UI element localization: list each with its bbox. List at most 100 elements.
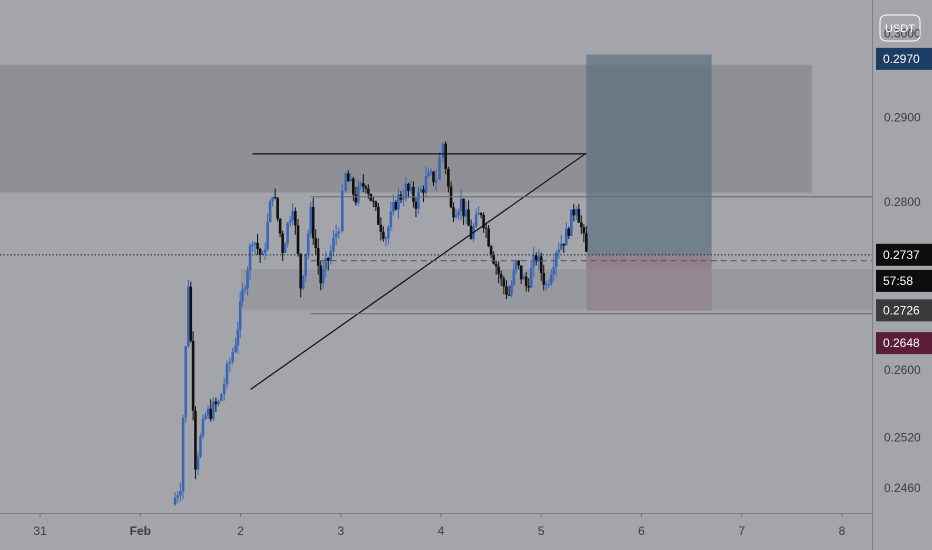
candle-body [454, 215, 458, 218]
candle-body [283, 243, 287, 254]
candle-body [580, 222, 583, 228]
candle-body [367, 188, 370, 194]
candle-body [462, 198, 465, 217]
price-tag[interactable] [876, 47, 932, 70]
candle-body [404, 183, 408, 199]
candle-body [419, 189, 423, 193]
candle-body [314, 238, 318, 249]
candle-body [251, 244, 254, 246]
candle-body [527, 285, 531, 288]
candle-body [256, 242, 259, 249]
candle-body [291, 210, 294, 221]
candle-body [316, 248, 320, 266]
candle-body [484, 227, 488, 229]
candle-body [517, 260, 520, 266]
ascending-trendline[interactable] [250, 152, 587, 390]
currency-button[interactable] [879, 14, 921, 42]
candle-body [294, 210, 297, 226]
candle-body [354, 194, 358, 203]
candle-body [397, 194, 400, 210]
price-tick-label: 0.3000 [884, 27, 921, 41]
time-tick-label: 5 [538, 524, 545, 538]
candle-body [432, 171, 435, 183]
candle-body [577, 208, 581, 223]
price-tag[interactable] [876, 299, 932, 322]
candle-body [326, 257, 330, 261]
candle-body [482, 214, 485, 228]
candle-body [547, 284, 551, 286]
price-tick-label: 0.2460 [884, 481, 921, 495]
candle-body [559, 243, 563, 250]
price-tick-label: 0.2600 [884, 363, 921, 377]
candle-body [228, 361, 232, 364]
candle-body [263, 249, 267, 254]
candle-body [241, 289, 244, 302]
candle-body [278, 218, 282, 234]
candle-body [417, 192, 420, 209]
candle-body [329, 251, 333, 261]
candle-body [199, 436, 202, 457]
candle-body [189, 286, 193, 341]
candle-body [334, 233, 338, 238]
candle-body [505, 286, 508, 295]
candle-body [542, 272, 546, 285]
candle-body [209, 408, 212, 420]
candle-body [234, 345, 237, 353]
candle-body [407, 183, 410, 191]
time-tick-label: 31 [33, 524, 47, 538]
candle-body [570, 209, 573, 236]
candle-body [246, 270, 249, 289]
target-box[interactable] [586, 54, 712, 255]
candle-body [429, 171, 433, 174]
candle-body [427, 173, 430, 177]
candle-body [452, 207, 455, 218]
candle-body [206, 408, 210, 416]
candle-body [434, 179, 438, 183]
currency-label: USDT [885, 23, 915, 35]
candle-body [522, 276, 526, 280]
candle-body [299, 253, 302, 289]
candle-body [222, 384, 226, 395]
candle-body [306, 233, 310, 254]
candle-body [575, 208, 578, 216]
candle-body [474, 214, 478, 227]
candle-body [309, 206, 313, 234]
candle-body [469, 225, 473, 239]
candle-body [457, 211, 460, 216]
candle-body [492, 254, 495, 264]
candle-body [510, 284, 513, 296]
candle-body [544, 284, 548, 286]
candle-body [372, 200, 375, 202]
price-tag[interactable] [876, 269, 932, 292]
candle-body [424, 176, 428, 193]
candle-body [173, 497, 177, 505]
time-tick-label: Feb [130, 524, 151, 538]
price-tag-label: 57:58 [883, 274, 913, 288]
candle-body [191, 340, 195, 411]
candle-body [288, 220, 292, 223]
candle-body [357, 185, 360, 203]
candle-body [346, 173, 350, 182]
candle-body [519, 265, 523, 280]
candle-body [512, 269, 516, 285]
price-tag[interactable] [876, 243, 932, 266]
candle-body [567, 228, 571, 236]
candle-body [243, 288, 247, 290]
candle-body [181, 417, 185, 492]
candle-body [248, 245, 252, 271]
candle-body [281, 233, 284, 254]
candle-body [268, 200, 272, 222]
candle-body [524, 276, 528, 286]
candle-body [412, 186, 415, 202]
candle-body [258, 248, 262, 255]
candle-body [479, 213, 483, 215]
price-tag[interactable] [876, 332, 932, 355]
candle-body [211, 401, 215, 420]
candle-body [554, 252, 558, 267]
candle-body [194, 410, 197, 470]
candle-body [409, 186, 413, 191]
candle-body [238, 301, 242, 330]
candle-body [261, 253, 264, 255]
